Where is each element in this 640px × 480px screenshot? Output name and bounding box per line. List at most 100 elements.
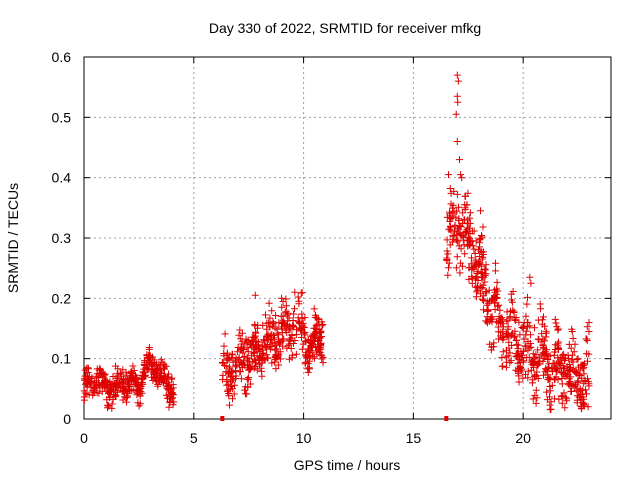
data-point [275,319,283,327]
data-point [272,352,280,360]
data-point [312,322,320,330]
data-point [452,110,460,118]
data-point [515,372,523,380]
data-point [119,386,127,394]
data-point [266,345,274,353]
data-point [482,288,490,295]
data-point [502,353,510,361]
data-point [279,317,287,325]
data-point [251,321,259,329]
data-point [297,327,305,335]
data-point [540,371,547,379]
data-point [487,313,495,321]
data-point [541,337,549,345]
data-point [253,343,261,351]
data-point [568,387,575,395]
data-point [574,379,582,387]
data-point [255,361,263,369]
data-point [88,374,96,382]
data-point [268,359,276,367]
data-point [499,316,507,324]
data-point [250,364,258,372]
data-point [124,382,132,390]
data-point [542,365,550,373]
data-point [558,399,566,407]
data-point [96,364,104,372]
data-point [476,236,484,244]
data-point [538,320,546,328]
data-point [285,340,293,348]
data-point [504,332,512,340]
data-point [493,278,501,286]
data-point [522,331,530,339]
data-point [578,404,586,412]
data-point [275,331,283,339]
data-point [585,319,593,326]
data-point [169,394,177,402]
data-point [310,305,318,313]
data-point [231,357,239,365]
data-point [243,375,251,383]
data-point [550,375,558,383]
data-point [451,223,459,231]
data-point [554,326,562,334]
data-point [482,289,490,297]
y-tick-label: 0.4 [52,170,72,186]
data-point [576,393,584,401]
data-point [573,386,581,394]
data-point [123,398,130,406]
data-point [484,306,492,314]
data-point [220,342,228,350]
data-point [496,306,504,314]
data-point [450,187,458,195]
data-point [231,381,239,389]
data-point [159,375,167,383]
data-point [109,373,117,380]
data-point [453,190,461,198]
data-point [239,346,247,353]
data-point [311,313,319,321]
data-point [503,308,511,316]
data-point [534,316,542,324]
data-point [137,382,145,390]
data-point [258,356,266,364]
data-point [275,361,283,369]
data-point [255,338,263,346]
data-point [229,395,236,403]
data-point [573,399,581,407]
data-point [477,290,484,298]
data-point [470,263,478,271]
data-point [457,171,465,179]
data-point [465,275,473,283]
data-point [316,334,324,341]
data-point [472,237,480,245]
data-point [239,349,247,357]
data-point [253,366,261,374]
data-point [263,344,270,352]
data-point [305,364,313,372]
data-point [491,267,499,275]
data-point [307,332,315,340]
data-point [572,369,580,377]
data-point [108,380,116,388]
data-point [480,297,487,304]
data-point [495,335,503,343]
data-point [445,264,452,272]
data-point [134,378,142,386]
data-points [80,71,593,421]
data-point [522,312,530,320]
axis-ticks: 0 5 10 15 20 0 0.1 0.2 0.3 0.4 0.5 0.6 [52,49,611,446]
data-point [455,217,463,225]
data-point [128,387,136,395]
data-point [261,343,269,350]
data-point [527,343,535,351]
data-point [544,352,552,360]
data-point [505,338,513,346]
data-point [262,311,269,319]
data-point [446,241,454,249]
data-point [138,372,146,380]
data-point [299,323,307,331]
data-point [569,358,577,366]
data-point [472,256,480,264]
